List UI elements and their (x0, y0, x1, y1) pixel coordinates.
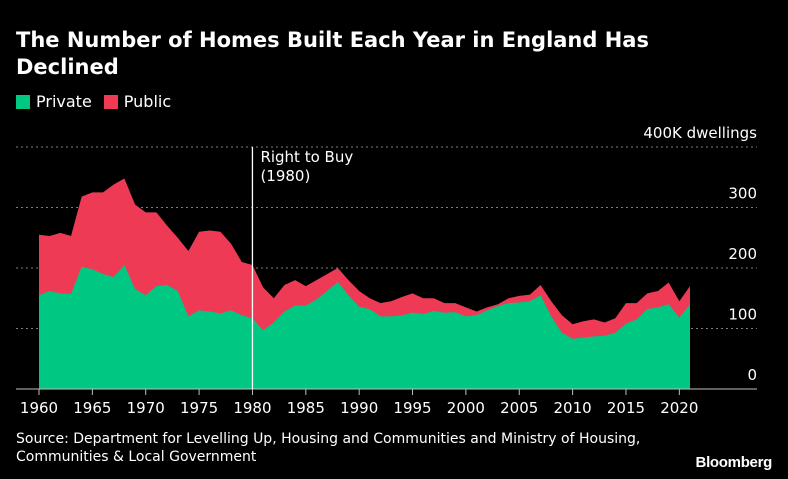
y-tick-label-0: 0 (747, 366, 757, 384)
x-tick-label-2005: 2005 (500, 399, 538, 417)
legend-label-private: Private (36, 92, 92, 111)
bloomberg-logo: Bloomberg (695, 454, 773, 471)
y-tick-label-400: 400K dwellings (643, 124, 757, 142)
legend-swatch-public (103, 94, 118, 109)
y-tick-label-100: 100 (728, 306, 757, 324)
legend-item-private: Private (16, 92, 92, 111)
x-tick-label-1975: 1975 (180, 399, 218, 417)
y-tick-label-200: 200 (728, 245, 757, 263)
y-tick-label-300: 300 (728, 185, 757, 203)
area-private (39, 264, 690, 389)
annotation-label-line1: Right to Buy (260, 148, 353, 166)
legend: Private Public (16, 92, 183, 111)
source-note: Source: Department for Levelling Up, Hou… (16, 431, 641, 465)
x-tick-label-1960: 1960 (20, 399, 58, 417)
x-tick-label-1965: 1965 (73, 399, 111, 417)
chart-title: The Number of Homes Built Each Year in E… (16, 28, 649, 79)
x-tick-label-1990: 1990 (340, 399, 378, 417)
legend-item-public: Public (103, 92, 172, 111)
legend-label-public: Public (123, 92, 172, 111)
x-tick-label-1985: 1985 (287, 399, 325, 417)
annotation-label-line2: (1980) (260, 167, 310, 185)
legend-swatch-private (16, 94, 30, 109)
x-tick-label-2000: 2000 (447, 399, 485, 417)
x-tick-label-2020: 2020 (660, 399, 698, 417)
x-tick-label-2015: 2015 (607, 399, 645, 417)
x-tick-label-2010: 2010 (554, 399, 592, 417)
x-tick-label-1970: 1970 (127, 399, 165, 417)
x-tick-label-1995: 1995 (393, 399, 431, 417)
x-tick-label-1980: 1980 (233, 399, 271, 417)
